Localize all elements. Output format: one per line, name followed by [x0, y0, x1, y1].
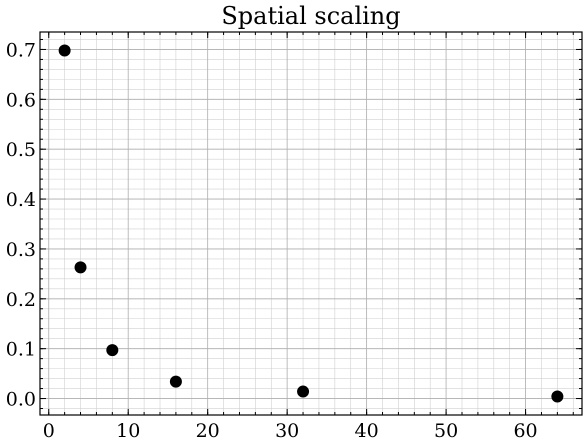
- major-grid: [40, 32, 582, 415]
- y-tick-label: 0.3: [6, 239, 36, 261]
- data-point: [58, 44, 71, 57]
- x-tick-label: 0: [43, 420, 55, 442]
- y-tick-label: 0.0: [6, 389, 36, 411]
- x-tick-label: 20: [196, 420, 220, 442]
- x-tick-label: 40: [355, 420, 379, 442]
- data-point: [551, 390, 564, 403]
- axis-ticks: [40, 32, 582, 415]
- data-points: [58, 44, 564, 403]
- y-tick-label: 0.4: [6, 189, 36, 211]
- data-point: [106, 344, 119, 357]
- chart-title: Spatial scaling: [221, 2, 400, 30]
- y-tick-label: 0.2: [6, 289, 36, 311]
- minor-grid: [40, 32, 582, 415]
- x-tick-label: 30: [275, 420, 299, 442]
- data-point: [297, 385, 310, 398]
- x-tick-label: 50: [434, 420, 458, 442]
- x-tick-label: 10: [116, 420, 140, 442]
- y-tick-label: 0.6: [6, 89, 36, 111]
- x-axis-tick-labels: 0 10 20 30 40 50 60: [43, 420, 538, 442]
- data-point: [74, 261, 87, 274]
- y-tick-label: 0.5: [6, 139, 36, 161]
- y-axis-tick-labels: 0.0 0.1 0.2 0.3 0.4 0.5 0.6 0.7: [6, 39, 36, 410]
- data-point: [169, 375, 182, 388]
- x-tick-label: 60: [513, 420, 537, 442]
- plot-frame: [39, 31, 583, 416]
- y-tick-label: 0.7: [6, 39, 36, 61]
- y-tick-label: 0.1: [6, 339, 36, 361]
